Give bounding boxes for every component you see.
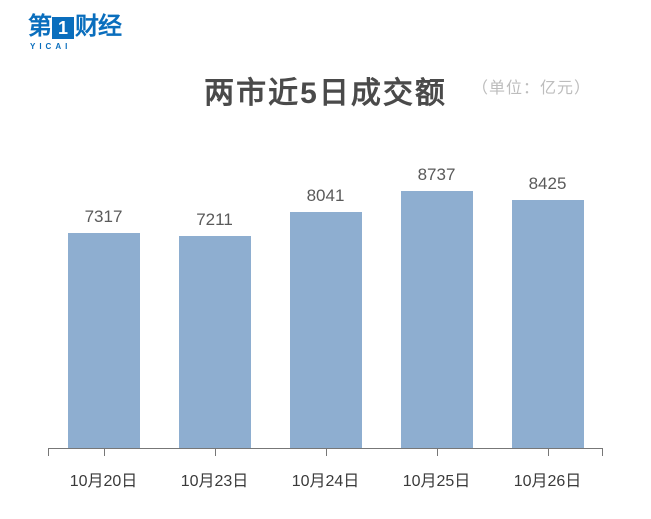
chart-unit: （单位：亿元） xyxy=(472,74,591,98)
bar-value-label: 8737 xyxy=(418,165,456,185)
logo-square-icon xyxy=(52,17,74,39)
bar-value-label: 7211 xyxy=(196,210,233,230)
logo-main: 第 财经 xyxy=(28,14,121,40)
x-axis-label: 10月25日 xyxy=(381,467,492,491)
bar-group: 7317 xyxy=(48,155,159,448)
bar xyxy=(179,236,251,448)
axis-tick xyxy=(215,448,216,456)
logo-text-left: 第 xyxy=(28,15,51,39)
axis-tick xyxy=(602,448,603,456)
brand-logo: 第 财经 YICAI xyxy=(28,14,121,51)
axis-tick xyxy=(104,448,105,456)
bar-group: 8425 xyxy=(492,155,603,448)
x-axis-label: 10月20日 xyxy=(48,467,159,491)
bar-chart: 7317 7211 8041 8737 8425 xyxy=(48,155,603,449)
bar xyxy=(68,233,140,448)
bar-value-label: 7317 xyxy=(85,207,123,227)
axis-tick xyxy=(437,448,438,456)
bar xyxy=(512,200,584,448)
axis-tick xyxy=(48,448,49,456)
bar-group: 8737 xyxy=(381,155,492,448)
x-axis-labels: 10月20日10月23日10月24日10月25日10月26日 xyxy=(48,467,603,491)
logo-subtext: YICAI xyxy=(30,42,71,51)
axis-tick xyxy=(548,448,549,456)
bar xyxy=(290,212,362,448)
x-axis-label: 10月23日 xyxy=(159,467,270,491)
chart-header: 两市近5日成交额 （单位：亿元） xyxy=(0,68,651,112)
bar-value-label: 8041 xyxy=(307,186,345,206)
bar-group: 8041 xyxy=(270,155,381,448)
x-axis-label: 10月26日 xyxy=(492,467,603,491)
axis-tick xyxy=(326,448,327,456)
bar-value-label: 8425 xyxy=(529,174,567,194)
bar-group: 7211 xyxy=(159,155,270,448)
chart-title: 两市近5日成交额 xyxy=(204,68,447,112)
logo-text-right: 财经 xyxy=(75,15,121,39)
x-axis-label: 10月24日 xyxy=(270,467,381,491)
bar xyxy=(401,191,473,448)
